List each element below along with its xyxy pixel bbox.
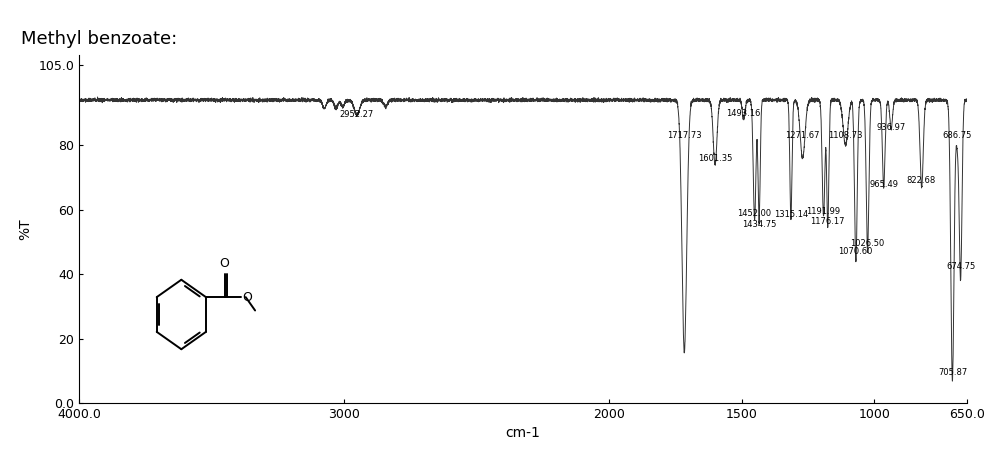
Text: 822.68: 822.68 [906,176,935,185]
Text: 1315.14: 1315.14 [773,210,808,219]
Text: 1271.67: 1271.67 [785,131,818,140]
Text: 1026.50: 1026.50 [850,240,883,248]
Text: 965.49: 965.49 [869,180,897,189]
Text: Methyl benzoate:: Methyl benzoate: [22,30,177,48]
Text: O: O [243,291,252,304]
Text: 674.75: 674.75 [946,262,974,271]
Text: O: O [219,257,229,270]
Text: 1493.16: 1493.16 [726,109,760,118]
Text: 1717.73: 1717.73 [667,131,701,140]
Text: 1601.35: 1601.35 [697,154,732,163]
Text: 1108.73: 1108.73 [827,131,862,140]
Y-axis label: %T: %T [19,218,33,240]
Text: 2952.27: 2952.27 [339,110,374,120]
Text: 705.87: 705.87 [937,368,966,377]
Text: 1434.75: 1434.75 [741,220,776,229]
Text: 1452.00: 1452.00 [737,209,771,218]
Text: 936.97: 936.97 [876,123,905,132]
Text: 1070.60: 1070.60 [838,247,872,256]
Text: 1176.17: 1176.17 [810,217,844,226]
Text: 1191.99: 1191.99 [806,207,840,216]
X-axis label: cm-1: cm-1 [505,426,540,441]
Text: 686.75: 686.75 [942,131,971,140]
